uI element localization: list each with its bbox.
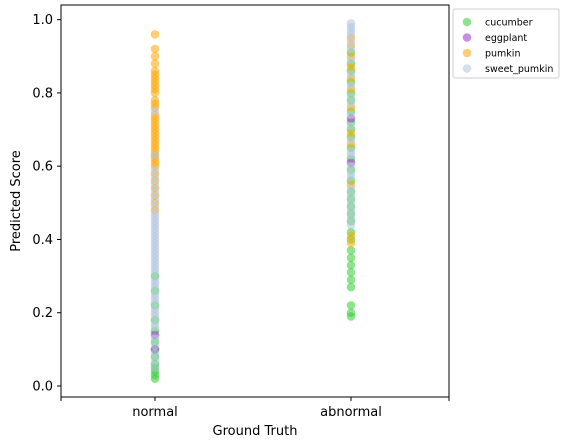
data-point bbox=[150, 106, 160, 116]
x-tick-label: abnormal bbox=[320, 405, 382, 420]
data-point bbox=[150, 51, 160, 61]
data-point bbox=[346, 136, 356, 145]
data-point bbox=[346, 282, 356, 292]
data-point bbox=[346, 260, 356, 270]
data-point bbox=[150, 304, 160, 314]
data-point bbox=[150, 334, 160, 343]
data-point bbox=[150, 341, 160, 351]
legend-label: sweet_pumkin bbox=[485, 64, 553, 75]
legend-label: pumkin bbox=[485, 49, 520, 60]
data-point bbox=[346, 220, 356, 230]
data-point bbox=[346, 275, 356, 285]
legend-marker bbox=[462, 48, 472, 58]
data-point bbox=[150, 348, 160, 358]
data-point bbox=[346, 147, 356, 156]
plot-frame bbox=[60, 4, 450, 398]
data-point bbox=[346, 238, 356, 248]
data-point bbox=[346, 169, 356, 178]
data-point bbox=[150, 59, 160, 68]
data-point bbox=[346, 37, 356, 46]
x-tick-label: normal bbox=[132, 405, 178, 420]
data-point bbox=[150, 319, 160, 329]
data-point bbox=[150, 194, 160, 204]
y-tick-label: 0.6 bbox=[32, 160, 53, 175]
data-point bbox=[346, 44, 356, 54]
x-axis: normal abnormal bbox=[60, 397, 450, 420]
legend-marker bbox=[462, 64, 472, 73]
data-point bbox=[150, 88, 160, 98]
data-point bbox=[150, 363, 160, 372]
y-axis-label: Predicted Score bbox=[9, 150, 24, 252]
y-tick-label: 0.8 bbox=[32, 86, 53, 101]
data-point bbox=[150, 150, 160, 160]
legend-label: cucumber bbox=[485, 18, 533, 29]
legend-label: eggplant bbox=[485, 33, 527, 44]
data-point bbox=[346, 81, 356, 90]
legend: cucumber eggplant pumkin sweet_pumkin bbox=[452, 8, 560, 79]
data-point bbox=[346, 55, 356, 65]
data-point bbox=[346, 301, 356, 310]
data-point bbox=[346, 62, 356, 72]
data-point bbox=[150, 202, 160, 211]
data-point bbox=[150, 172, 160, 182]
data-point bbox=[346, 308, 356, 318]
data-point bbox=[346, 198, 356, 208]
data-point bbox=[150, 165, 160, 175]
data-point bbox=[150, 180, 160, 189]
data-point bbox=[346, 268, 356, 277]
data-point bbox=[150, 44, 160, 54]
data-point bbox=[346, 231, 356, 241]
y-tick-label: 0.2 bbox=[32, 306, 53, 321]
data-point bbox=[346, 213, 356, 222]
data-point bbox=[150, 187, 160, 197]
legend-marker bbox=[462, 33, 472, 42]
y-tick-label: 0.0 bbox=[32, 380, 53, 395]
data-point bbox=[150, 209, 160, 219]
legend-frame bbox=[452, 8, 560, 79]
data-point bbox=[150, 275, 160, 285]
data-point bbox=[346, 121, 356, 131]
data-point bbox=[346, 183, 356, 193]
data-point bbox=[346, 110, 356, 120]
data-point bbox=[346, 246, 356, 255]
x-axis-label: Ground Truth bbox=[213, 424, 298, 439]
data-point bbox=[346, 191, 356, 200]
y-axis: 0.0 0.2 0.4 0.6 0.8 1.0 bbox=[32, 13, 61, 395]
y-tick-label: 0.4 bbox=[32, 233, 53, 248]
data-point bbox=[346, 19, 356, 28]
data-point bbox=[150, 30, 160, 39]
data-point bbox=[346, 92, 356, 101]
data-point bbox=[346, 99, 356, 109]
data-point bbox=[346, 128, 356, 138]
data-point bbox=[346, 161, 356, 171]
data-point bbox=[346, 70, 356, 79]
y-tick-label: 1.0 bbox=[32, 13, 53, 28]
data-point bbox=[150, 290, 160, 299]
data-point bbox=[346, 205, 356, 215]
data-point bbox=[150, 356, 160, 365]
legend-marker bbox=[462, 17, 472, 27]
data-point bbox=[346, 253, 356, 263]
points-layer bbox=[150, 19, 356, 383]
